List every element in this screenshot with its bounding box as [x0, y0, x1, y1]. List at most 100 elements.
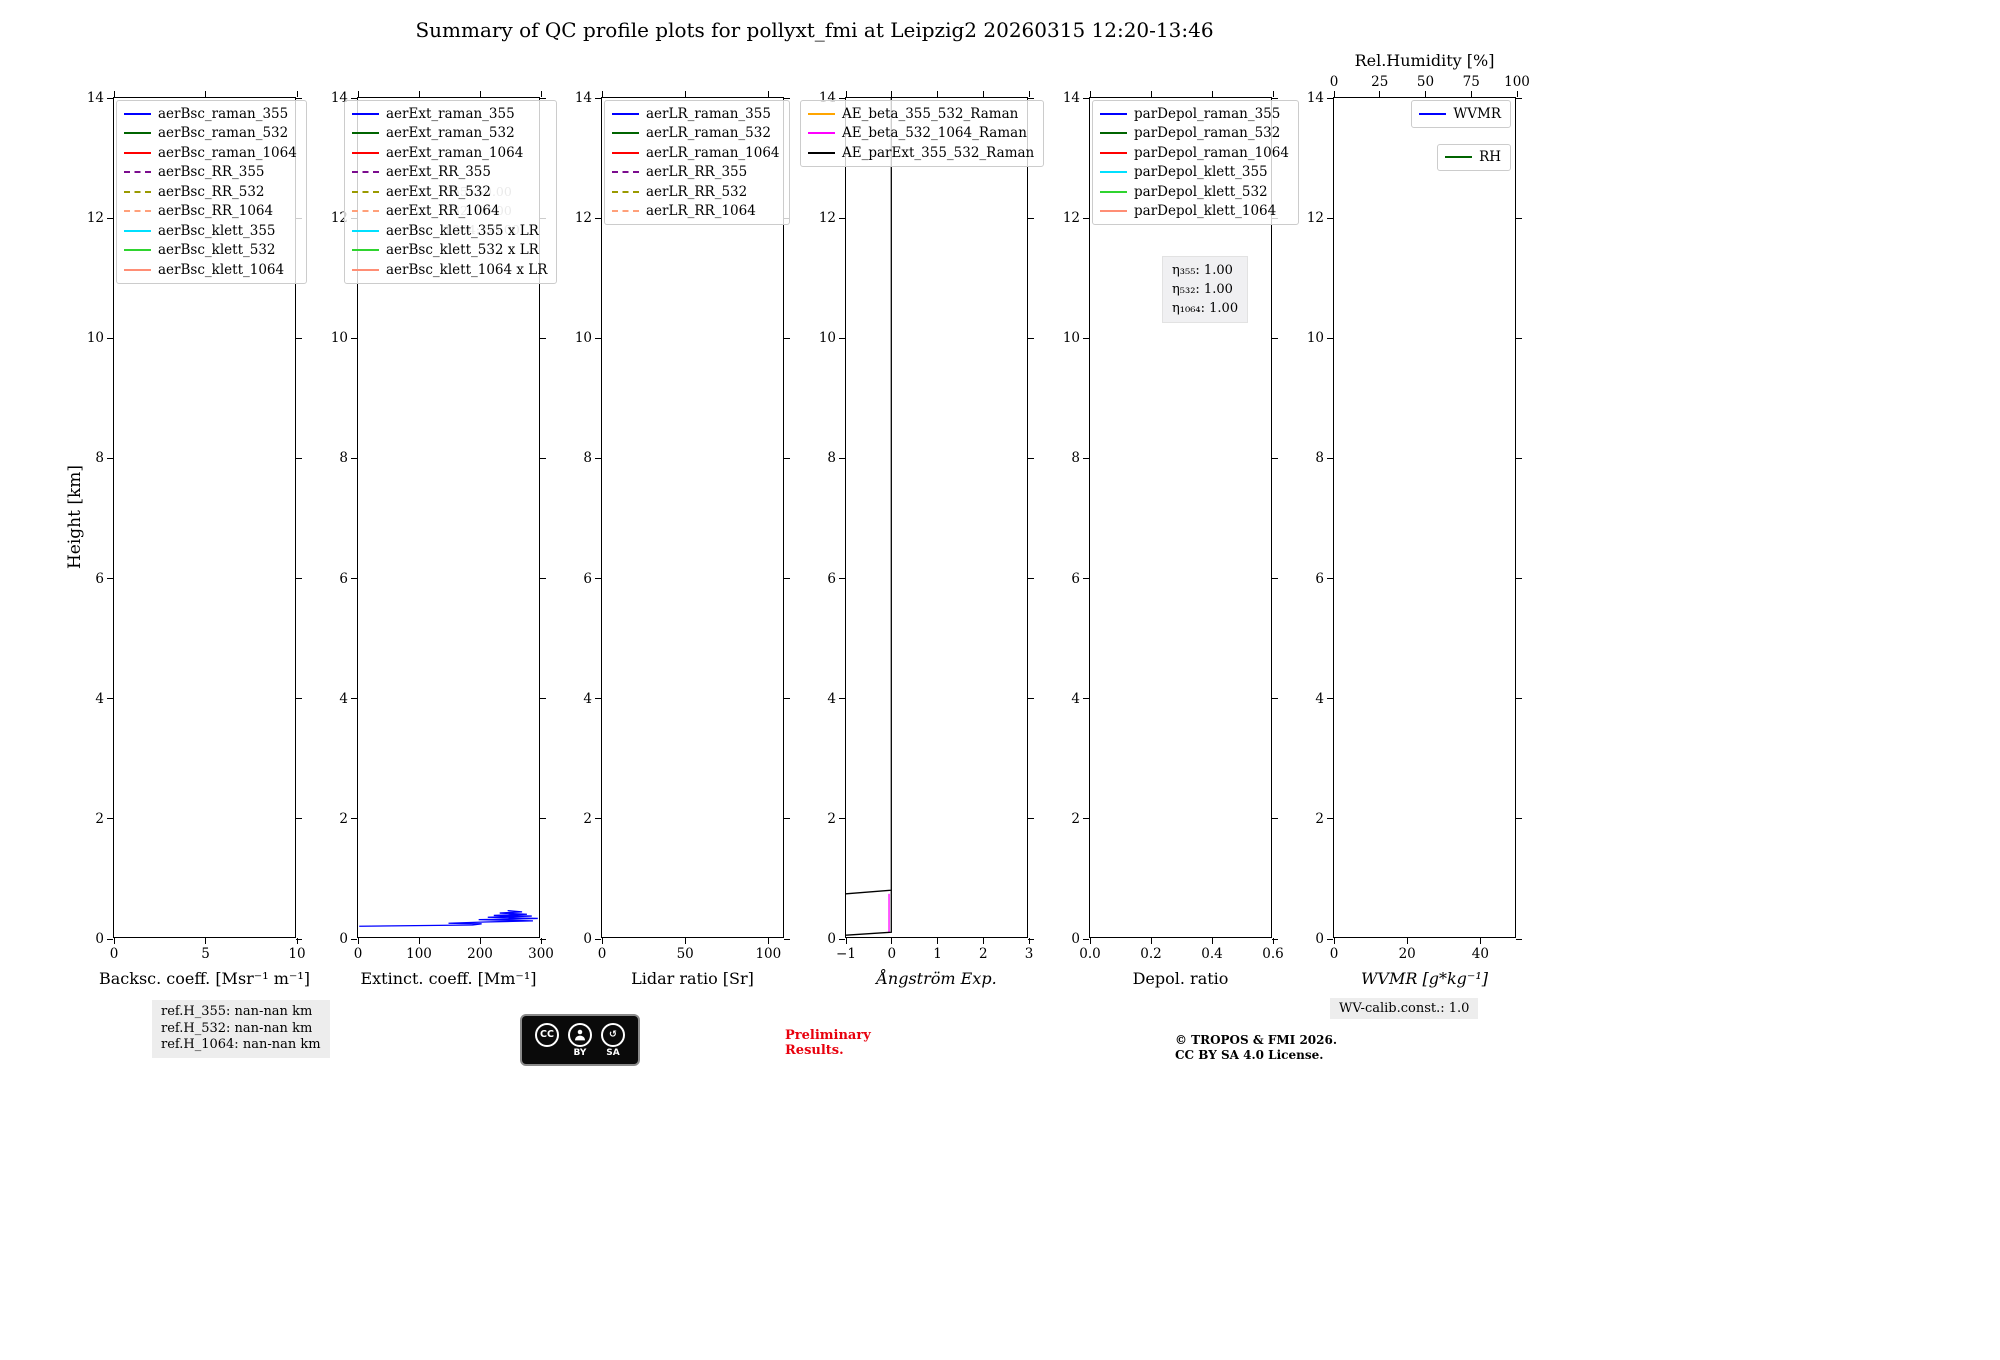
tick-mark [540, 337, 546, 339]
tick-mark [601, 938, 603, 944]
y-tick-label: 0 [95, 931, 104, 947]
legend-line-sample [352, 249, 379, 252]
legend-label: aerExt_raman_355 [386, 105, 515, 122]
legend-item: aerExt_raman_355 [352, 104, 547, 124]
tick-mark [351, 818, 357, 820]
legend-item: aerExt_RR_355 [352, 163, 547, 183]
tick-mark [784, 457, 790, 459]
legend-item: aerBsc_klett_1064 [124, 260, 297, 280]
legend-item: aerBsc_klett_532 x LR [352, 241, 547, 261]
tick-mark [1327, 97, 1333, 99]
tick-mark [1083, 217, 1089, 219]
tick-mark [479, 91, 481, 97]
legend-line-sample [612, 112, 639, 115]
y-tick-label: 8 [583, 450, 592, 467]
top-tick-label: 25 [1371, 74, 1389, 90]
legend-line-sample [612, 171, 639, 174]
plot-area: AE_beta_355_532_Raman AE_beta_532_1064_Ra… [800, 90, 1045, 962]
tick-mark [351, 457, 357, 459]
y-tick-label: 0 [827, 931, 836, 947]
panels-row: aerBsc_raman_355 aerBsc_raman_532 aerBsc_r… [87, 51, 1530, 988]
tick-mark [1272, 91, 1274, 97]
x-tick-label: 0 [109, 946, 119, 962]
top-tick-label: 50 [1416, 74, 1435, 90]
legend-item: WVMR [1419, 104, 1501, 124]
cc-caption-by: BY [573, 1047, 587, 1058]
cc-icons-row: CC ↺ [535, 1022, 625, 1047]
tick-mark [1272, 578, 1278, 580]
tick-mark [296, 818, 302, 820]
subplot-depol: η₃₅₅: 1.00 η₅₃₂: 1.00 η₁₀₆₄: 1.00 parDepol… [1063, 90, 1299, 988]
tick-mark [1425, 91, 1426, 97]
legend-line-sample [352, 132, 379, 135]
legend-line-sample [612, 210, 639, 213]
tick-mark [767, 938, 769, 944]
subplot-lidar: aerLR_raman_355 aerLR_raman_532 aerLR_rama… [575, 90, 790, 988]
subplot-backsc: aerBsc_raman_355 aerBsc_raman_532 aerBsc_r… [87, 90, 310, 988]
legend-item: aerLR_raman_532 [612, 124, 780, 144]
tick-mark [1211, 938, 1213, 944]
tick-mark [357, 938, 359, 944]
tick-mark [595, 578, 601, 580]
legend-label: aerExt_RR_355 [386, 164, 491, 181]
y-tick-label: 14 [330, 90, 348, 106]
tick-mark [1272, 97, 1278, 99]
tick-mark [351, 698, 357, 700]
legend-label: aerBsc_klett_355 x LR [386, 222, 539, 239]
text-line: ref.H_1064: nan-nan km [161, 1037, 321, 1052]
legend-item: aerBsc_raman_532 [124, 124, 297, 144]
legend-line-sample [1100, 190, 1127, 193]
tick-mark [1327, 217, 1333, 219]
tick-mark [1028, 578, 1034, 580]
legend-label: aerLR_raman_1064 [646, 144, 780, 161]
tick-mark [595, 97, 601, 99]
legend-item: aerBsc_klett_355 [124, 221, 297, 241]
tick-mark [1479, 938, 1481, 944]
legend-item: parDepol_raman_355 [1100, 104, 1289, 124]
tick-mark [296, 337, 302, 339]
legend-group: aerLR_raman_355 aerLR_raman_532 aerLR_rama… [604, 100, 790, 225]
legend-box: AE_beta_355_532_Raman AE_beta_532_1064_Ra… [800, 100, 1045, 167]
tick-mark [839, 698, 845, 700]
legend-label: aerBsc_klett_1064 x LR [386, 261, 548, 278]
tick-mark [1516, 337, 1522, 339]
tick-mark [839, 457, 845, 459]
legend-line-sample [124, 190, 151, 193]
tick-mark [1272, 938, 1274, 944]
x-tick-label: 2 [978, 946, 988, 962]
legend-item: aerExt_raman_532 [352, 124, 547, 144]
legend-label: aerBsc_RR_532 [158, 183, 265, 200]
legend-label: aerBsc_klett_532 x LR [386, 242, 539, 259]
tick-mark [601, 91, 603, 97]
tick-mark [784, 578, 790, 580]
x-axis-title: Backsc. coeff. [Msr⁻¹ m⁻¹] [98, 969, 311, 988]
panel-annotation: η₃₅₅: 1.00 η₅₃₂: 1.00 η₁₀₆₄: 1.00 [1162, 256, 1249, 323]
tick-mark [479, 938, 481, 944]
legend-item: parDepol_klett_1064 [1100, 202, 1289, 222]
legend-label: aerExt_RR_1064 [386, 203, 500, 220]
legend-line-sample [808, 132, 835, 135]
legend-item: aerLR_RR_1064 [612, 202, 780, 222]
legend-label: aerBsc_klett_355 [158, 222, 276, 239]
legend-line-sample [124, 229, 151, 232]
series-AE_parExt_355_532_Raman [845, 98, 892, 936]
wv-calib-annotation: WV-calib.const.: 1.0 [1330, 998, 1479, 1019]
tick-mark [107, 938, 113, 940]
legend-label: aerLR_raman_355 [646, 105, 771, 122]
top-tick-label: 75 [1462, 74, 1480, 90]
legend-item: aerBsc_RR_1064 [124, 202, 297, 222]
x-tick-label: 5 [201, 946, 210, 962]
tick-mark [784, 938, 790, 940]
cc-caption-sa: SA [606, 1047, 620, 1058]
tick-mark [1333, 938, 1335, 944]
legend-line-sample [124, 112, 151, 115]
tick-mark [351, 938, 357, 940]
legend-box: parDepol_raman_355 parDepol_raman_532 parD… [1092, 100, 1299, 225]
x-tick-label: 0.2 [1140, 946, 1162, 962]
tick-mark [1327, 578, 1333, 580]
tick-mark [107, 578, 113, 580]
legend-item: AE_beta_532_1064_Raman [808, 124, 1034, 144]
legend-item: parDepol_klett_532 [1100, 182, 1289, 202]
tick-mark [1211, 91, 1213, 97]
y-tick-label: 2 [827, 810, 836, 827]
